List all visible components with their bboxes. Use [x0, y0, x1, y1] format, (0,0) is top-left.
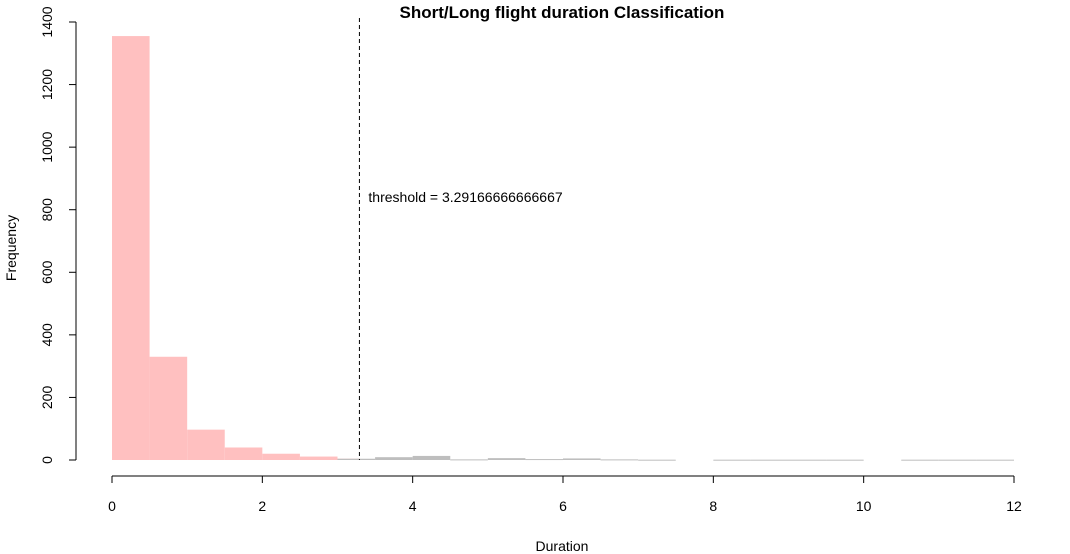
y-tick-label-2: 400 [39, 323, 55, 347]
x-tick-label-4: 8 [709, 498, 717, 514]
histogram-bar-0-4 [262, 453, 300, 460]
histogram-bar-1-6 [563, 458, 601, 460]
histogram-bar-1-3 [450, 459, 488, 461]
histogram-bar-1-11 [788, 459, 827, 461]
x-tick-label-0: 0 [108, 498, 116, 514]
histogram-bar-1-12 [826, 459, 864, 461]
histogram-bar-1-15 [976, 459, 1014, 461]
x-tick-label-2: 4 [409, 498, 417, 514]
histogram-bar-0-1 [149, 356, 188, 460]
histogram-bar-1-1 [375, 457, 413, 460]
chart-title: Short/Long flight duration Classificatio… [400, 3, 725, 22]
histogram-bar-1-7 [600, 459, 639, 461]
histogram-bar-0-0 [112, 36, 150, 460]
histogram-bar-1-10 [750, 459, 789, 461]
histogram-bar-1-9 [713, 459, 751, 461]
histogram-bar-1-4 [487, 458, 526, 460]
histogram-bar-1-2 [412, 455, 451, 460]
y-tick-label-4: 800 [39, 198, 55, 222]
histogram-bar-1-0 [337, 458, 376, 460]
x-axis-label: Duration [536, 538, 589, 554]
x-axis: 0 2 4 6 8 10 12 [108, 475, 1022, 514]
y-axis-label: Frequency [3, 215, 19, 281]
y-tick-label-7: 1400 [39, 6, 55, 37]
y-tick-label-5: 1000 [39, 131, 55, 162]
bars-group [112, 36, 1014, 461]
histogram-bar-1-13 [901, 459, 939, 461]
histogram-bar-1-8 [638, 459, 676, 461]
y-tick-label-1: 200 [39, 386, 55, 410]
histogram-bar-0-3 [224, 447, 263, 460]
y-tick-label-6: 1200 [39, 69, 55, 100]
threshold-label: threshold = 3.29166666666667 [368, 189, 562, 205]
y-axis: 0 200 400 600 800 1000 1200 1400 [39, 6, 77, 464]
x-tick-label-5: 10 [856, 498, 872, 514]
y-tick-label-3: 600 [39, 260, 55, 284]
histogram-bar-1-5 [525, 459, 563, 461]
x-tick-label-3: 6 [559, 498, 567, 514]
histogram-bar-1-14 [938, 459, 977, 461]
histogram-bar-0-5 [299, 456, 338, 460]
x-tick-label-6: 12 [1006, 498, 1022, 514]
y-tick-label-0: 0 [39, 456, 55, 464]
histogram-bar-0-2 [187, 429, 225, 460]
x-tick-label-1: 2 [258, 498, 266, 514]
